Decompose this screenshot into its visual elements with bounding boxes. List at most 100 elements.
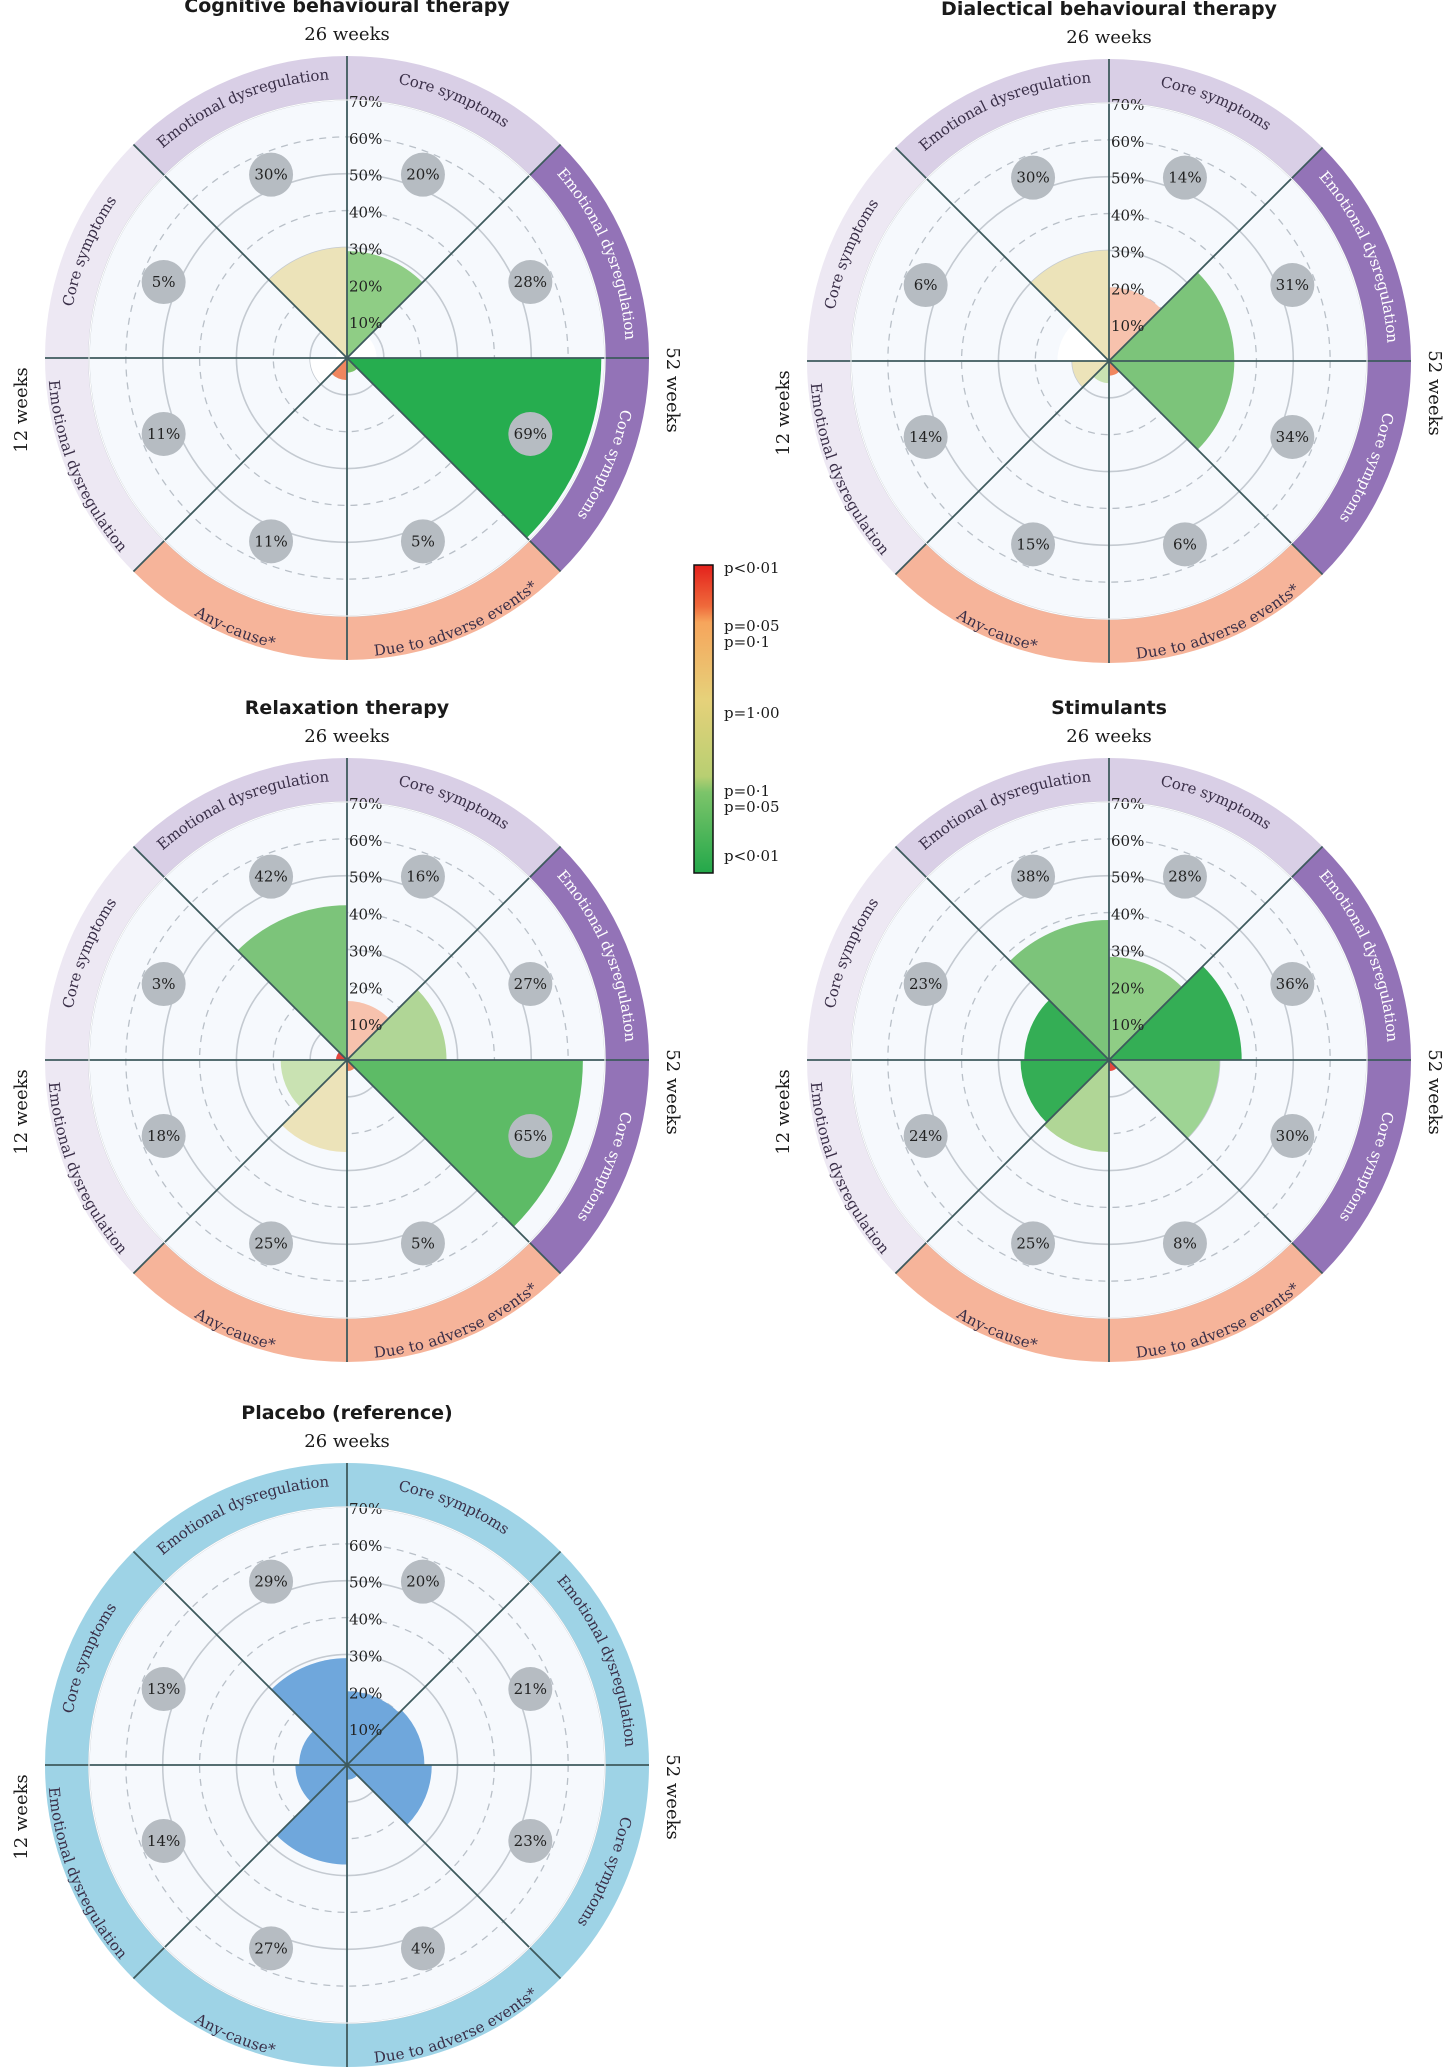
sector-2 xyxy=(1109,272,1235,361)
band-52-weeks xyxy=(1291,147,1411,575)
value-label: 11% xyxy=(147,425,180,443)
value-label: 28% xyxy=(1168,868,1201,886)
value-label: 21% xyxy=(514,1680,547,1698)
sector-divider xyxy=(1108,146,1324,362)
sector-1 xyxy=(347,1691,400,1765)
chart-title: Stimulants xyxy=(1051,697,1167,719)
ring-label: 20% xyxy=(1111,280,1144,298)
band-inner-edge xyxy=(850,102,1368,620)
value-label: 16% xyxy=(406,868,439,886)
sector-8 xyxy=(1009,919,1109,1060)
sector-divider xyxy=(132,845,348,1061)
value-badge xyxy=(400,1559,445,1604)
band-inner-edge xyxy=(88,801,606,1319)
sector-5 xyxy=(1093,361,1109,384)
value-label: 5% xyxy=(411,1234,435,1252)
sector-3 xyxy=(1109,1060,1220,1139)
legend-label: p<0·01 xyxy=(724,847,780,865)
value-label: 24% xyxy=(909,1127,942,1145)
sector-1 xyxy=(1109,287,1162,361)
value-badge xyxy=(249,1559,294,1604)
value-badge xyxy=(400,854,445,899)
ring-label: 40% xyxy=(349,906,382,924)
value-badge xyxy=(1011,1221,1056,1266)
sector-7 xyxy=(1057,324,1109,361)
band-52-weeks xyxy=(529,846,649,1274)
sector-divider xyxy=(132,143,348,359)
value-badge xyxy=(400,1926,445,1971)
value-badge xyxy=(1162,522,1207,567)
value-badge xyxy=(508,1667,553,1712)
value-label: 25% xyxy=(1016,1234,1049,1252)
value-label: 28% xyxy=(514,273,547,291)
sector-2 xyxy=(347,337,377,358)
sector-3 xyxy=(347,1060,583,1227)
ring-label: 50% xyxy=(1111,869,1144,887)
value-label: 4% xyxy=(411,1939,435,1957)
value-badge xyxy=(1011,522,1056,567)
sector-divider xyxy=(1108,360,1324,576)
value-label: 23% xyxy=(514,1832,547,1850)
sector-6 xyxy=(280,1060,347,1107)
band-dropout xyxy=(895,543,1323,664)
sector-1 xyxy=(347,1001,389,1060)
ring-label: 50% xyxy=(349,1574,382,1592)
value-label: 11% xyxy=(254,532,287,550)
value-badge xyxy=(249,152,294,197)
band-inner-edge xyxy=(88,99,606,617)
sector-5 xyxy=(1043,1060,1109,1153)
ring-label: 20% xyxy=(349,979,382,997)
band-26-weeks xyxy=(895,757,1323,878)
time-label-12-weeks: 12 weeks xyxy=(11,1069,32,1154)
time-label-26-weeks: 26 weeks xyxy=(304,726,389,747)
time-label-26-weeks: 26 weeks xyxy=(304,24,389,45)
polar-chart-3: Relaxation therapy 26 weeks 12 weeks 52 wee… xyxy=(11,697,683,1362)
value-label: 29% xyxy=(254,1573,287,1591)
value-label: 14% xyxy=(909,428,942,446)
sector-divider xyxy=(132,1059,348,1275)
ring-label: 10% xyxy=(1111,1016,1144,1034)
legend-label: p=1·00 xyxy=(724,704,780,722)
sector-7 xyxy=(299,1731,347,1765)
ring-label: 50% xyxy=(1111,170,1144,188)
ring-label: 30% xyxy=(349,942,382,960)
time-label-12-weeks: 12 weeks xyxy=(773,370,794,455)
sector-divider xyxy=(346,357,562,573)
band-12-weeks xyxy=(806,846,927,1274)
band-26-weeks xyxy=(133,758,561,878)
ring-label: 60% xyxy=(349,832,382,850)
time-label-52-weeks: 52 weeks xyxy=(1424,1049,1445,1134)
sector-divider xyxy=(894,1059,1110,1275)
band-inner-edge xyxy=(88,1506,606,2024)
ring-label: 70% xyxy=(1111,96,1144,114)
ring-label: 40% xyxy=(349,1611,382,1629)
band-52-weeks xyxy=(1291,846,1411,1274)
ring-label: 60% xyxy=(1111,832,1144,850)
sector-divider xyxy=(894,360,1110,576)
value-badge xyxy=(249,1221,294,1266)
chart-title: Dialectical behavioural therapy xyxy=(941,0,1277,20)
sector-6 xyxy=(1020,1060,1109,1123)
value-badge xyxy=(1270,263,1315,308)
value-label: 6% xyxy=(914,276,938,294)
time-label-52-weeks: 52 weeks xyxy=(662,347,683,432)
ring-label: 10% xyxy=(1111,317,1144,335)
sector-divider xyxy=(894,146,1110,362)
chart-title: Placebo (reference) xyxy=(241,1402,452,1424)
ring-label: 30% xyxy=(1111,243,1144,261)
value-badge xyxy=(903,1113,948,1158)
value-badge xyxy=(141,1667,186,1712)
value-label: 20% xyxy=(406,166,439,184)
value-label: 42% xyxy=(254,868,287,886)
band-dropout xyxy=(895,1242,1323,1362)
ring-label: 40% xyxy=(1111,207,1144,225)
sector-divider xyxy=(132,1764,348,1980)
legend-label: p<0·01 xyxy=(724,559,780,577)
ring-label: 30% xyxy=(349,240,382,258)
value-badge xyxy=(508,411,553,456)
ring-label: 20% xyxy=(349,277,382,295)
value-badge xyxy=(508,1818,553,1863)
value-badge xyxy=(141,1113,186,1158)
sector-1 xyxy=(1109,956,1182,1060)
